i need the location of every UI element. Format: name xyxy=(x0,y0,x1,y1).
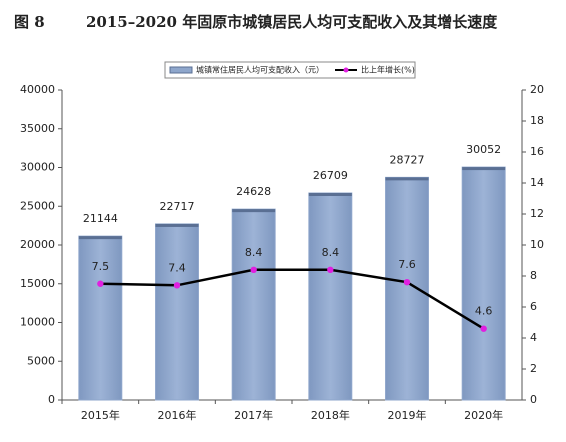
bar xyxy=(308,192,353,401)
x-tick-label: 2016年 xyxy=(158,408,197,422)
legend-box xyxy=(164,61,416,79)
data-label: 8.4 xyxy=(322,246,340,259)
y-tick-label: 35000 xyxy=(20,122,55,135)
y2-tick-label: 20 xyxy=(530,83,544,96)
y2-tick-label: 12 xyxy=(530,207,544,220)
y-tick-label: 25000 xyxy=(20,199,55,212)
marker xyxy=(327,266,334,273)
y2-tick-label: 14 xyxy=(530,176,544,189)
data-label: 24628 xyxy=(236,185,271,198)
data-label: 21144 xyxy=(83,212,118,225)
y-tick-label: 0 xyxy=(48,393,55,406)
bar-top xyxy=(78,236,122,240)
marker xyxy=(97,280,104,287)
y2-tick-label: 4 xyxy=(530,331,537,344)
bar-top xyxy=(385,177,429,181)
y-tick-label: 40000 xyxy=(20,83,55,96)
bar-top xyxy=(308,193,352,197)
bar xyxy=(461,166,506,401)
legend-marker xyxy=(343,67,349,73)
marker xyxy=(173,282,181,289)
bar xyxy=(78,235,123,401)
legend-text: 比上年增长(%) xyxy=(361,65,415,75)
bar-top xyxy=(462,167,506,171)
y-tick-label: 10000 xyxy=(20,316,55,329)
figure-label: 图 8 xyxy=(14,13,45,31)
data-label: 4.6 xyxy=(475,305,493,318)
y2-tick-label: 0 xyxy=(530,393,537,406)
bar xyxy=(155,223,199,401)
marker xyxy=(480,325,487,332)
legend-text: 城镇常住居民人均可支配收入（元） xyxy=(196,65,324,75)
data-label: 7.4 xyxy=(168,261,186,274)
marker xyxy=(403,279,411,286)
data-label: 30052 xyxy=(466,143,501,156)
marker xyxy=(250,266,257,273)
data-label: 7.5 xyxy=(92,260,110,273)
x-tick-label: 2017年 xyxy=(234,408,273,422)
bar-top xyxy=(232,209,276,213)
data-label: 28727 xyxy=(390,153,425,166)
bar xyxy=(385,176,429,401)
legend-swatch xyxy=(169,66,193,74)
y2-tick-label: 8 xyxy=(530,269,537,282)
data-label: 7.6 xyxy=(398,258,416,271)
x-tick-label: 2018年 xyxy=(311,408,350,422)
y-tick-label: 15000 xyxy=(20,277,55,290)
y2-tick-label: 16 xyxy=(530,145,544,158)
bar xyxy=(231,208,276,401)
chart-title: 2015–2020 年固原市城镇居民人均可支配收入及其增长速度 xyxy=(86,13,498,31)
y-tick-label: 30000 xyxy=(20,161,55,174)
line xyxy=(100,268,485,330)
y2-tick-label: 10 xyxy=(530,238,544,251)
x-tick-label: 2019年 xyxy=(388,408,427,422)
y-tick-label: 20000 xyxy=(20,238,55,251)
x-tick-label: 2015年 xyxy=(81,408,120,422)
y2-tick-label: 18 xyxy=(530,114,544,127)
x-tick-label: 2020年 xyxy=(464,408,503,422)
y2-tick-label: 2 xyxy=(530,362,537,375)
bar-top xyxy=(155,223,199,227)
y-tick-label: 5000 xyxy=(27,354,55,367)
y2-tick-label: 6 xyxy=(530,300,537,313)
data-label: 8.4 xyxy=(245,246,263,259)
data-label: 26709 xyxy=(313,169,348,182)
data-label: 22717 xyxy=(160,200,195,213)
